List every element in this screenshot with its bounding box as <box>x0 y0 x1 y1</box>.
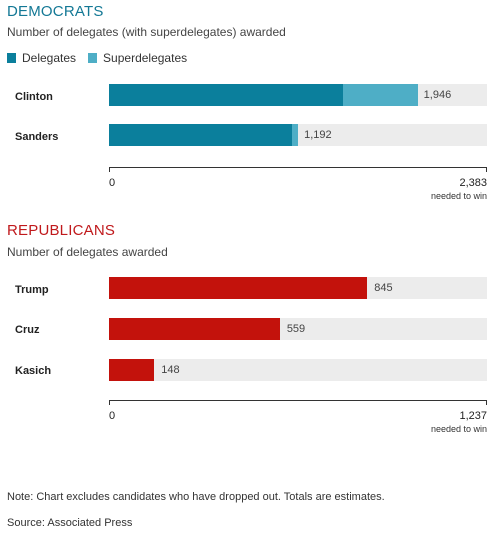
legend-item-delegates: Delegates <box>7 51 76 65</box>
republicans-axis-end-label: 1,237 <box>459 410 487 422</box>
value-label-kasich: 148 <box>161 364 180 376</box>
bar-track-kasich: 148 <box>109 359 487 381</box>
legend-label-superdelegates: Superdelegates <box>103 51 188 65</box>
democrats-axis-tick-end <box>486 167 487 172</box>
bar-clinton-superdelegates <box>343 84 418 106</box>
legend-swatch-superdelegates <box>88 53 98 63</box>
candidate-label-sanders: Sanders <box>15 131 59 143</box>
candidate-label-cruz: Cruz <box>15 324 40 336</box>
democrats-axis-line <box>109 167 487 168</box>
bar-sanders-delegates <box>109 124 292 146</box>
republicans-subtitle: Number of delegates awarded <box>7 245 168 259</box>
bar-track-trump: 845 <box>109 277 487 299</box>
candidate-label-kasich: Kasich <box>15 365 52 377</box>
candidate-label-clinton: Clinton <box>15 91 53 103</box>
republicans-axis-start-label: 0 <box>109 410 116 422</box>
democrats-axis-end-label: 2,383 <box>459 177 487 189</box>
value-label-clinton: 1,946 <box>423 89 452 101</box>
democrats-title: DEMOCRATS <box>7 3 104 20</box>
bar-track-cruz: 559 <box>109 318 487 340</box>
democrats-legend: Delegates Superdelegates <box>7 51 199 65</box>
bar-clinton-delegates <box>109 84 344 106</box>
footnote: Note: Chart excludes candidates who have… <box>7 491 385 503</box>
legend-swatch-delegates <box>7 53 16 63</box>
democrats-subtitle: Number of delegates (with superdelegates… <box>7 25 286 39</box>
candidate-label-trump: Trump <box>15 284 49 296</box>
value-label-sanders: 1,192 <box>304 129 332 141</box>
bar-track-sanders: 1,192 <box>109 124 487 146</box>
democrats-axis-start-label: 0 <box>109 177 116 189</box>
legend-item-superdelegates: Superdelegates <box>88 51 187 65</box>
value-label-cruz: 559 <box>286 323 306 335</box>
republicans-axis-end-note: needed to win <box>430 424 487 434</box>
value-label-trump: 845 <box>374 282 393 294</box>
legend-label-delegates: Delegates <box>22 51 77 65</box>
bar-cruz <box>109 318 280 340</box>
republicans-axis-line <box>109 400 487 401</box>
republicans-axis-tick-start <box>109 400 110 405</box>
republicans-axis-tick-end <box>486 400 487 405</box>
bar-track-clinton: 1,946 <box>109 84 487 106</box>
democrats-axis-tick-start <box>109 167 110 172</box>
bar-kasich <box>109 359 155 381</box>
bar-sanders-superdelegates <box>291 124 299 146</box>
democrats-axis-end-note: needed to win <box>430 191 487 201</box>
source-note: Source: Associated Press <box>7 517 133 529</box>
bar-trump <box>109 277 368 299</box>
republicans-title: REPUBLICANS <box>7 222 116 239</box>
